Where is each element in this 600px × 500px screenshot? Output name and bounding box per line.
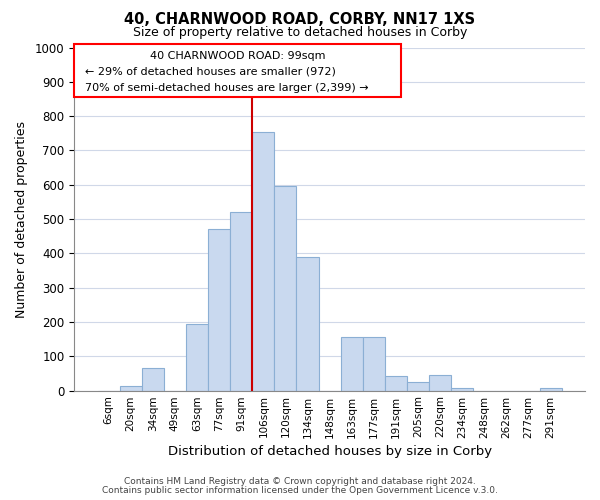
Bar bbox=[186, 324, 208, 390]
Bar bbox=[539, 388, 562, 390]
Text: Size of property relative to detached houses in Corby: Size of property relative to detached ho… bbox=[133, 26, 467, 39]
FancyBboxPatch shape bbox=[74, 44, 401, 97]
Text: Contains public sector information licensed under the Open Government Licence v.: Contains public sector information licen… bbox=[102, 486, 498, 495]
Text: 40, CHARNWOOD ROAD, CORBY, NN17 1XS: 40, CHARNWOOD ROAD, CORBY, NN17 1XS bbox=[124, 12, 476, 28]
Text: 40 CHARNWOOD ROAD: 99sqm: 40 CHARNWOOD ROAD: 99sqm bbox=[150, 51, 325, 61]
Text: 70% of semi-detached houses are larger (2,399) →: 70% of semi-detached houses are larger (… bbox=[85, 82, 368, 92]
Bar bbox=[385, 376, 407, 390]
Bar bbox=[230, 212, 252, 390]
Bar bbox=[208, 230, 230, 390]
Bar bbox=[296, 257, 319, 390]
Bar bbox=[451, 388, 473, 390]
Text: ← 29% of detached houses are smaller (972): ← 29% of detached houses are smaller (97… bbox=[85, 66, 335, 76]
Text: Contains HM Land Registry data © Crown copyright and database right 2024.: Contains HM Land Registry data © Crown c… bbox=[124, 477, 476, 486]
Bar bbox=[274, 186, 296, 390]
Bar bbox=[407, 382, 429, 390]
Y-axis label: Number of detached properties: Number of detached properties bbox=[15, 120, 28, 318]
Bar bbox=[429, 375, 451, 390]
Bar bbox=[363, 338, 385, 390]
Bar bbox=[341, 338, 363, 390]
Bar bbox=[119, 386, 142, 390]
Bar bbox=[252, 132, 274, 390]
X-axis label: Distribution of detached houses by size in Corby: Distribution of detached houses by size … bbox=[167, 444, 492, 458]
Bar bbox=[142, 368, 164, 390]
